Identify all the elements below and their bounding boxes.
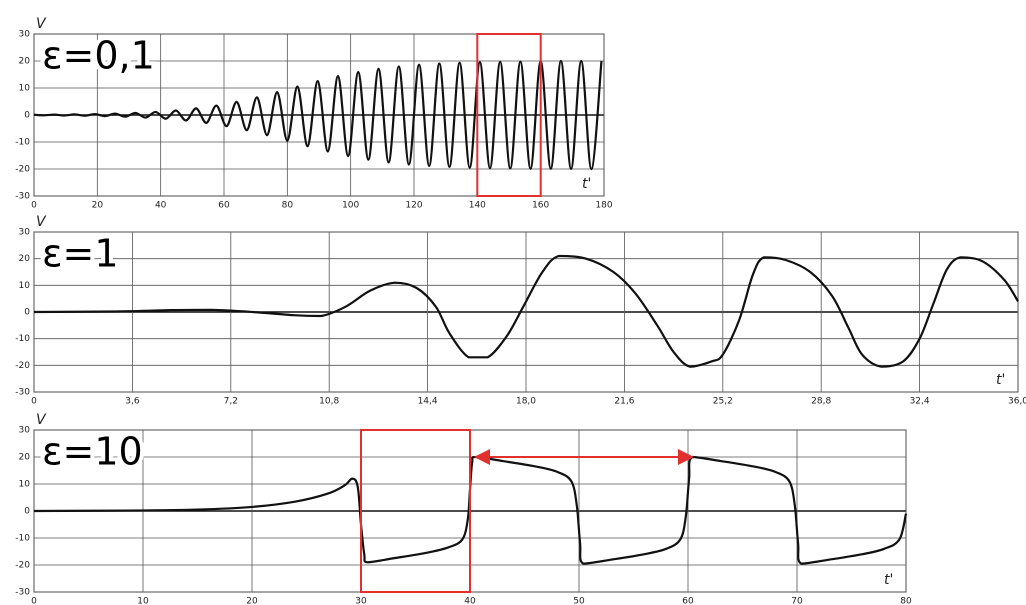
x-tick-label: 0 — [31, 597, 37, 605]
y-axis-label: V — [36, 412, 47, 428]
y-tick-label: -10 — [15, 138, 30, 148]
y-tick-label: 0 — [24, 111, 30, 121]
x-tick-label: 140 — [469, 201, 486, 211]
x-axis-label: t' — [996, 372, 1005, 388]
y-tick-label: -30 — [15, 388, 30, 398]
x-tick-label: 28,8 — [811, 397, 831, 407]
x-tick-label: 30 — [355, 597, 367, 605]
signal-line — [33, 59, 603, 171]
y-tick-label: 30 — [19, 228, 31, 238]
x-tick-label: 3,6 — [125, 397, 140, 407]
y-tick-label: -20 — [15, 361, 30, 371]
x-tick-label: 7,2 — [224, 397, 238, 407]
y-axis-label: V — [36, 214, 47, 230]
y-tick-label: 10 — [19, 281, 31, 291]
y-tick-label: 0 — [24, 507, 30, 517]
x-tick-label: 25,2 — [713, 397, 733, 407]
x-tick-label: 100 — [342, 201, 359, 211]
x-tick-label: 18,0 — [516, 397, 536, 407]
y-tick-label: 0 — [24, 308, 30, 318]
x-tick-label: 32,4 — [910, 397, 930, 407]
x-axis-label: t' — [582, 176, 591, 192]
signal-line — [33, 455, 908, 565]
y-tick-label: -30 — [15, 192, 30, 202]
x-tick-label: 36,0 — [1008, 397, 1026, 407]
x-tick-label: 21,6 — [614, 397, 634, 407]
x-tick-label: 50 — [573, 597, 585, 605]
signal-line — [33, 254, 1019, 368]
highlight-box — [360, 429, 471, 593]
x-tick-label: 0 — [31, 397, 37, 407]
y-tick-label: 30 — [19, 30, 31, 40]
y-tick-label: 30 — [19, 426, 31, 436]
y-tick-label: 20 — [19, 453, 31, 463]
x-tick-label: 80 — [900, 597, 912, 605]
y-tick-label: -20 — [15, 165, 30, 175]
x-tick-label: 70 — [791, 597, 803, 605]
x-tick-label: 60 — [682, 597, 694, 605]
x-tick-label: 120 — [405, 201, 422, 211]
y-tick-label: -10 — [15, 334, 30, 344]
y-tick-label: -20 — [15, 561, 30, 571]
y-tick-label: 20 — [19, 254, 31, 264]
x-tick-label: 40 — [155, 201, 167, 211]
x-tick-label: 20 — [246, 597, 258, 605]
x-axis-label: t' — [884, 572, 893, 588]
y-tick-label: 20 — [19, 57, 31, 67]
y-tick-label: -10 — [15, 534, 30, 544]
x-tick-label: 10,8 — [319, 397, 339, 407]
highlight-box — [476, 33, 542, 197]
y-tick-label: -30 — [15, 588, 30, 598]
x-tick-label: 80 — [282, 201, 294, 211]
x-tick-label: 180 — [595, 201, 612, 211]
panel-title: ε=10 — [42, 430, 143, 474]
x-tick-label: 14,4 — [418, 397, 438, 407]
x-tick-label: 160 — [532, 201, 549, 211]
x-tick-label: 0 — [31, 201, 37, 211]
x-tick-label: 20 — [92, 201, 104, 211]
x-tick-label: 10 — [137, 597, 149, 605]
x-tick-label: 40 — [464, 597, 476, 605]
panel-title: ε=1 — [42, 232, 119, 276]
y-axis-label: V — [36, 16, 47, 32]
y-tick-label: 10 — [19, 480, 31, 490]
x-tick-label: 60 — [218, 201, 230, 211]
y-tick-label: 10 — [19, 84, 31, 94]
panel-title: ε=0,1 — [42, 34, 155, 78]
